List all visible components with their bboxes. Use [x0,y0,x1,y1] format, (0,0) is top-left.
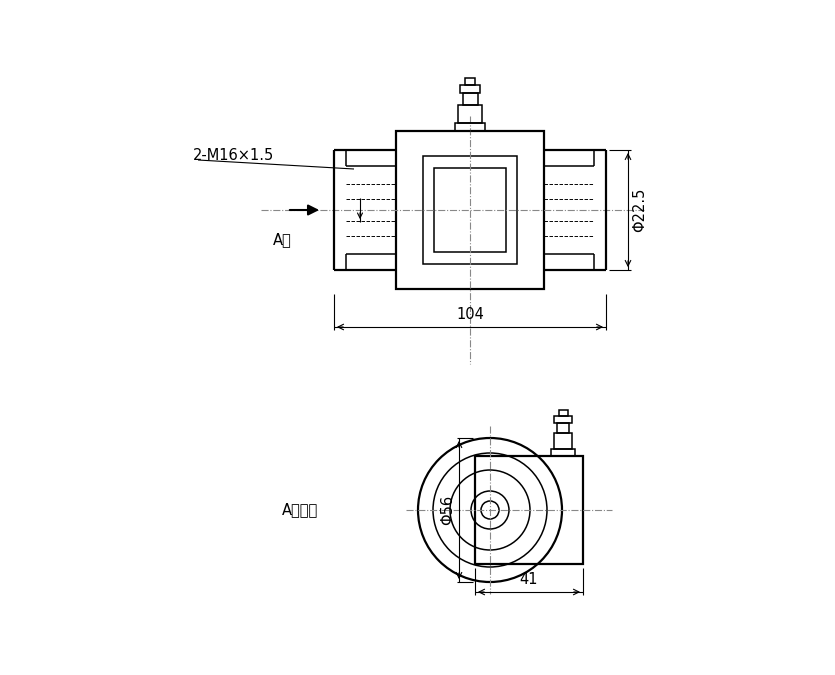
Bar [475,456,583,564]
Bar [460,85,480,93]
Bar [559,410,568,416]
Text: A向视图: A向视图 [282,502,318,518]
Bar [465,78,475,85]
Text: 41: 41 [519,572,539,587]
Text: Φ22.5: Φ22.5 [632,188,647,232]
Bar [455,123,485,131]
Text: Φ56: Φ56 [440,495,455,525]
Text: 2-M16×1.5: 2-M16×1.5 [193,148,274,163]
Bar [434,168,506,252]
Bar [423,156,517,264]
Bar [551,449,575,456]
Bar [554,433,572,449]
Bar [396,131,544,289]
Bar [554,416,572,423]
Bar [463,93,478,105]
Text: A向: A向 [272,232,291,247]
Bar [557,423,569,433]
Text: 104: 104 [456,307,484,322]
Bar [458,105,482,123]
